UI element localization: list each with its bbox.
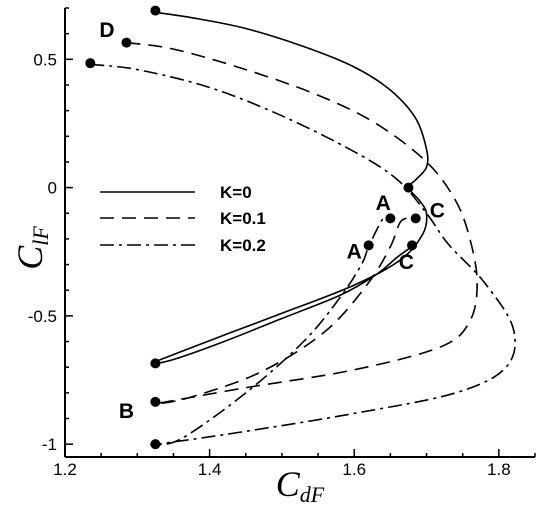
x-axis-title-sub: dF: [300, 482, 325, 503]
series-line-0: [150, 11, 429, 365]
legend: K=0 K=0.1 K=0.2: [100, 183, 266, 255]
y-axis-title: ClF: [10, 226, 53, 270]
x-axis-title: CdF: [276, 464, 325, 503]
x-tick-label: 1.2: [53, 460, 77, 479]
y-axis-title-sub: lF: [28, 226, 53, 246]
point-label-a: A: [376, 192, 391, 215]
data-point-marker: [150, 396, 161, 407]
data-point-marker: [407, 240, 418, 251]
x-tick-label: 1.6: [342, 460, 366, 479]
point-label-b: B: [119, 400, 134, 423]
series-layer: [90, 11, 516, 446]
y-tick-label: -1: [42, 435, 57, 454]
point-label-c: C: [430, 200, 445, 223]
point-label-a: A: [347, 241, 362, 264]
point-label-d: D: [99, 19, 114, 42]
data-point-marker: [121, 37, 132, 48]
x-axis-title-main: C: [276, 464, 301, 503]
series-line-1: [126, 41, 479, 405]
y-tick-label: -0.5: [28, 307, 57, 326]
data-point-marker: [150, 5, 161, 16]
marker-layer: [85, 5, 421, 450]
y-tick-label: 0: [48, 179, 57, 198]
point-label-c: C: [399, 251, 414, 274]
y-tick-label: 0.5: [33, 50, 57, 69]
legend-label: K=0: [220, 183, 252, 202]
data-point-marker: [410, 213, 421, 224]
y-axis-title-main: C: [10, 245, 50, 270]
data-point-marker: [150, 358, 161, 369]
x-tick-label: 1.4: [198, 460, 222, 479]
data-point-marker: [403, 182, 414, 193]
data-point-marker: [385, 213, 396, 224]
legend-label: K=0.2: [220, 236, 266, 255]
series-line-2: [90, 63, 516, 446]
data-point-marker: [363, 240, 374, 251]
legend-label: K=0.1: [220, 209, 266, 228]
data-point-marker: [85, 58, 96, 69]
data-point-marker: [150, 439, 161, 450]
annotation-layer: D A C A C B: [99, 19, 445, 423]
x-tick-label: 1.8: [487, 460, 511, 479]
